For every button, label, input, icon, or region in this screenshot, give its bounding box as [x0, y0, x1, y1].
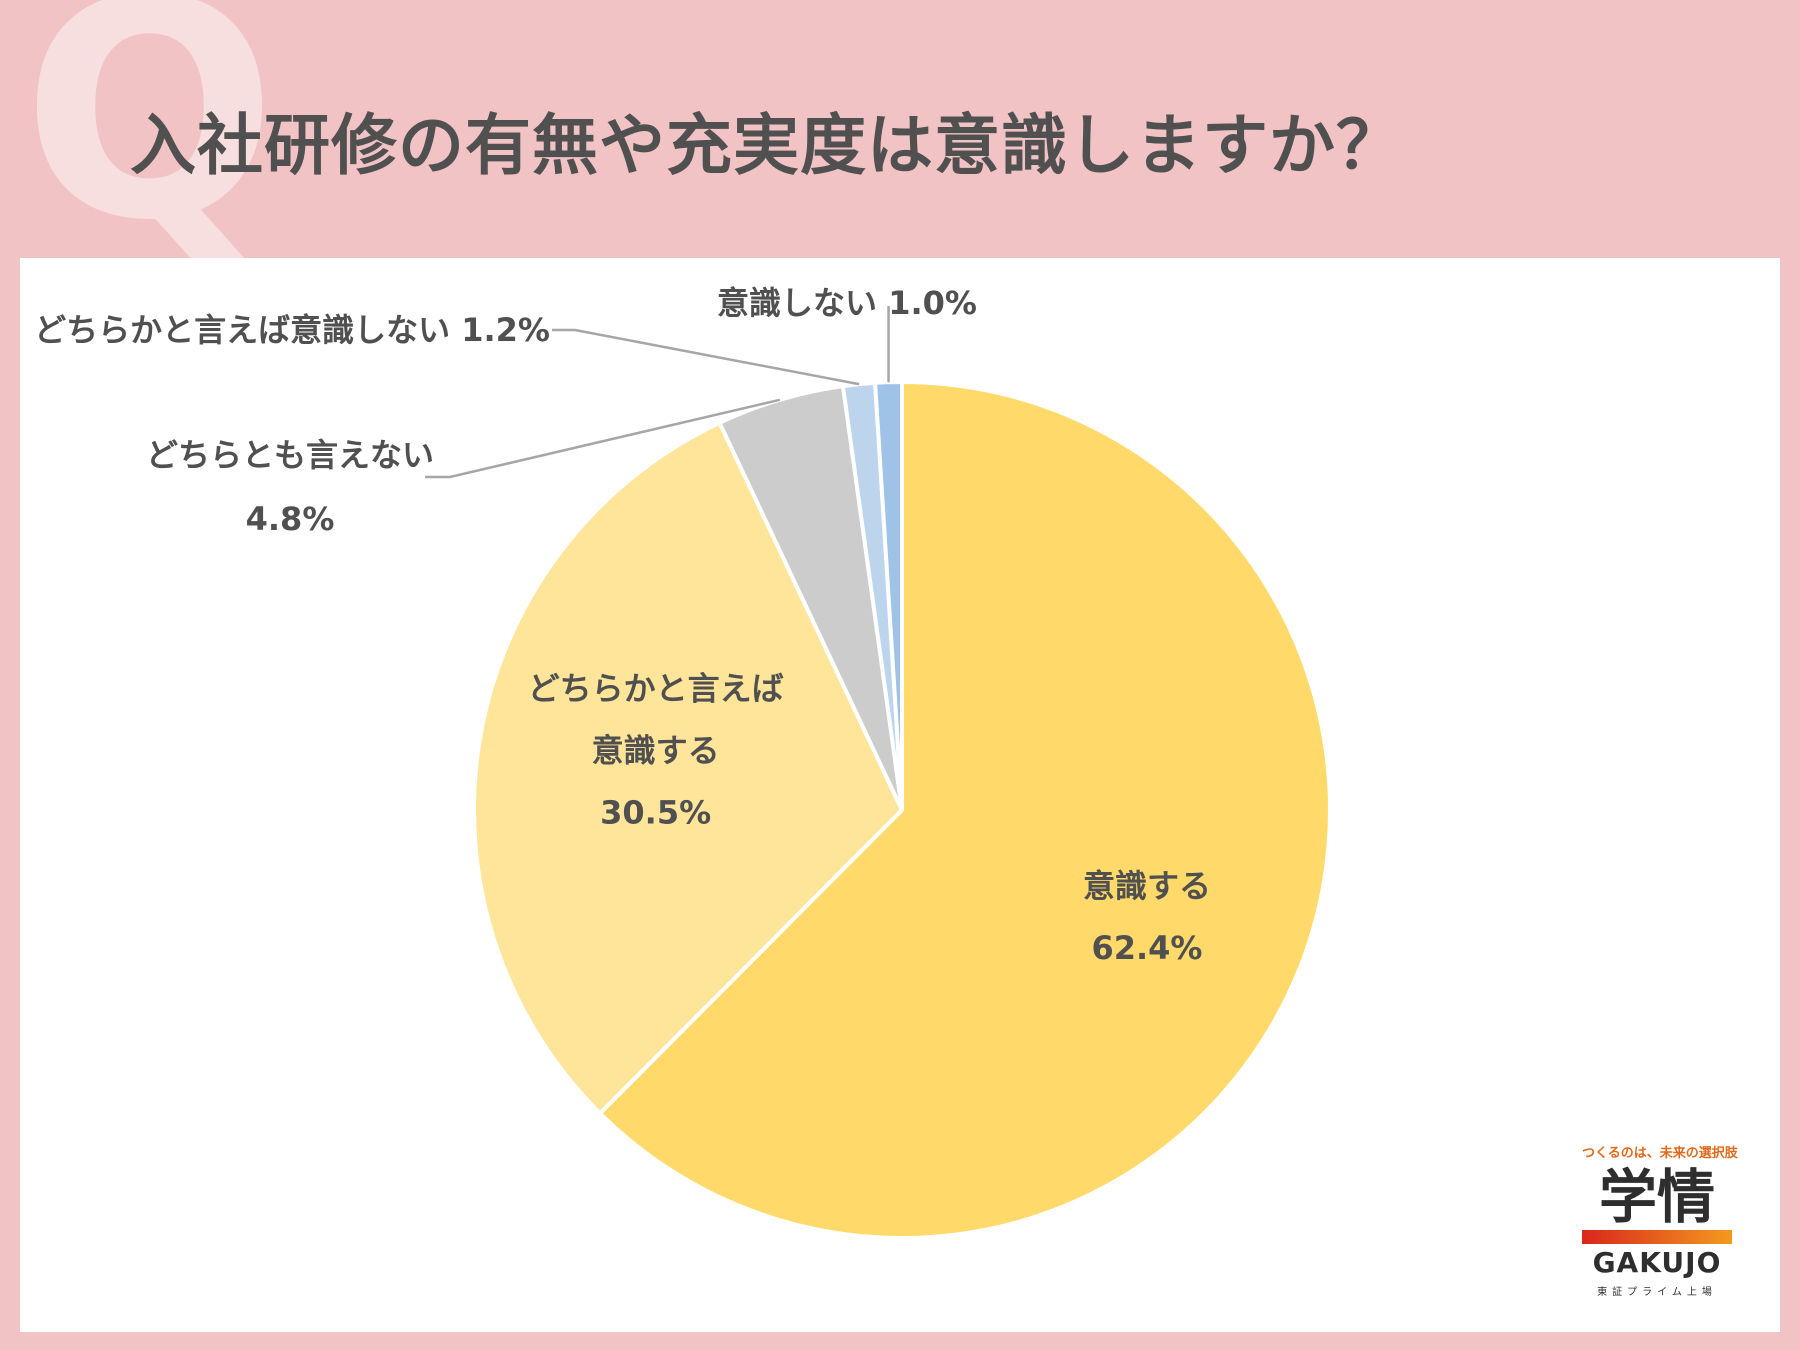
pie-slice-1	[472, 420, 905, 1117]
pie-slice-0	[597, 379, 1332, 1240]
slice-value-1: 30.5%	[600, 793, 711, 831]
slice-label-1-line-0: どちらかと言えば	[528, 669, 784, 707]
slice-label-1-line-1: 意識する	[592, 731, 720, 769]
chart-panel: 意識する 62.4% どちらかと言えば 意識する 30.5% どちらとも言えない 4.8% ど…	[20, 258, 1780, 1332]
logo-name-en: GAKUJO	[1592, 1246, 1722, 1280]
slice-label-2: どちらとも言えない	[146, 436, 434, 474]
pie-chart: 意識する62.4%どちらかと言えば意識する30.5%どちらとも言えない4.8%ど…	[34, 284, 1332, 1240]
leader-line-3	[552, 328, 860, 386]
leader-line-2	[425, 398, 781, 479]
slice-label-0: 意識する	[1083, 867, 1211, 905]
q-mark-decoration: Q	[22, 0, 278, 286]
slice-label-3: どちらかと言えば意識しない 1.2%	[34, 311, 550, 349]
slice-value-2: 4.8%	[246, 500, 335, 538]
logo-listing: 東証プライム上場	[1597, 1287, 1717, 1298]
logo-gradient-bar	[1582, 1230, 1732, 1245]
logo-kanji: 学情	[1598, 1163, 1715, 1232]
gakujo-logo: つくるのは、未来の選択肢 学情 GAKUJO 東証プライム上場	[1582, 1142, 1738, 1298]
logo-tagline: つくるのは、未来の選択肢	[1582, 1146, 1738, 1162]
slice-value-0: 62.4%	[1091, 929, 1202, 967]
page-title: 入社研修の有無や充実度は意識しますか？	[130, 107, 1403, 184]
slice-label-4: 意識しない 1.0%	[717, 284, 977, 322]
